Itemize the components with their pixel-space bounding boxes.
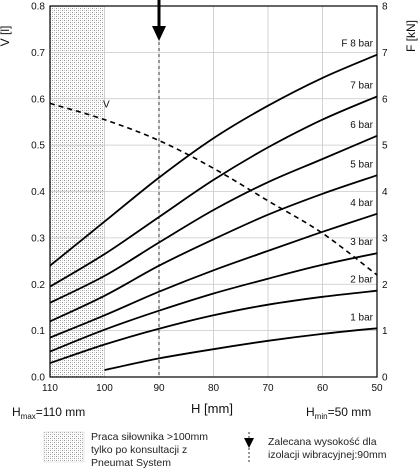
series-line-3-bar xyxy=(49,252,378,353)
series-label-3-bar: 3 bar xyxy=(350,237,373,248)
series-label-2-bar: 2 bar xyxy=(350,275,373,286)
series-line-2-bar xyxy=(49,289,378,364)
series-line-5-bar xyxy=(49,174,378,323)
x-axis-label: H [mm] xyxy=(191,401,233,416)
plot-frame xyxy=(49,5,378,378)
series-label-5-bar: 5 bar xyxy=(350,159,373,170)
y-left-tick-label: 0.4 xyxy=(31,187,45,198)
series-line-6-bar xyxy=(49,134,378,304)
x-tick-label: 70 xyxy=(262,383,274,394)
y-left-axis-label: V [l] xyxy=(0,26,12,47)
series-label-f-8-bar: F 8 bar xyxy=(341,39,373,50)
series-line-7-bar xyxy=(49,95,378,288)
series-line-v xyxy=(49,102,378,276)
y-right-tick-label: 7 xyxy=(382,48,388,59)
hmin-label: Hmin=50 mm xyxy=(306,405,371,421)
series-label-v: V xyxy=(103,100,110,111)
x-tick-label: 60 xyxy=(317,383,329,394)
legend-hatched-swatch xyxy=(43,431,85,463)
series-group: 1 bar 2 bar 3 bar 4 bar 5 bar 6 bar 7 bar F 8 b… xyxy=(49,39,378,371)
x-tick-label: 50 xyxy=(371,383,383,394)
y-right-tick-label: 1 xyxy=(382,326,388,337)
series-label-6-bar: 6 bar xyxy=(350,120,373,131)
legend-hatched-text: Praca siłownika >100mm tylko po konsulta… xyxy=(91,431,208,470)
legend-hatched-line-1: Praca siłownika >100mm xyxy=(91,431,209,443)
y-left-tick-label: 0.3 xyxy=(31,233,45,244)
series-line-4-bar xyxy=(49,212,378,339)
legend-arrow-text: Zalecana wysokość dla izolacji wibracyjn… xyxy=(268,436,386,462)
series-label-4-bar: 4 bar xyxy=(350,198,373,209)
y-left-tick-label: 0.7 xyxy=(31,48,45,59)
recommended-height-arrowhead xyxy=(152,26,166,41)
series-label-1-bar: 1 bar xyxy=(350,312,373,323)
y-right-tick-label: 5 xyxy=(382,141,388,152)
series-line-f-8-bar xyxy=(49,53,378,267)
x-tick-label: 100 xyxy=(96,383,113,394)
y-right-tick-label: 4 xyxy=(382,187,388,198)
y-right-tick-label: 2 xyxy=(382,280,388,291)
y-right-tick-label: 8 xyxy=(382,2,388,13)
series-line-1-bar xyxy=(104,327,378,371)
x-tick-label: 80 xyxy=(208,383,220,394)
x-tick-label: 90 xyxy=(153,383,165,394)
y-left-tick-label: 0.6 xyxy=(31,94,45,105)
legend-arrow-icon xyxy=(244,438,254,448)
hmax-label: Hmax=110 mm xyxy=(12,405,85,421)
y-left-tick-label: 0.5 xyxy=(31,141,45,152)
legend-hatched-line-3: Pneumat System xyxy=(91,457,171,469)
y-right-tick-label: 6 xyxy=(382,94,388,105)
series-label-7-bar: 7 bar xyxy=(350,80,373,91)
y-right-tick-label: 0 xyxy=(382,373,388,384)
y-left-tick-label: 0.2 xyxy=(31,280,45,291)
y-right-tick-label: 3 xyxy=(382,233,388,244)
y-left-tick-label: 0.1 xyxy=(31,326,45,337)
y-left-tick-label: 0.8 xyxy=(31,2,45,13)
x-tick-label: 110 xyxy=(42,383,58,394)
tick-labels: 0.0 0.1 0.2 0.3 0.4 0.5 0.6 0.7 0.8 0 1 2 3 4 5 6 7 8 110 1… xyxy=(31,2,388,395)
y-left-tick-label: 0.0 xyxy=(31,373,45,384)
legend-arrow-line-1: Zalecana wysokość dla xyxy=(268,436,377,448)
legend-arrow-line-2: izolacji wibracyjnej:90mm xyxy=(268,449,387,461)
legend-hatched-line-2: tylko po konsultacji z xyxy=(91,444,188,456)
y-right-axis-label: F [kN] xyxy=(404,20,418,52)
